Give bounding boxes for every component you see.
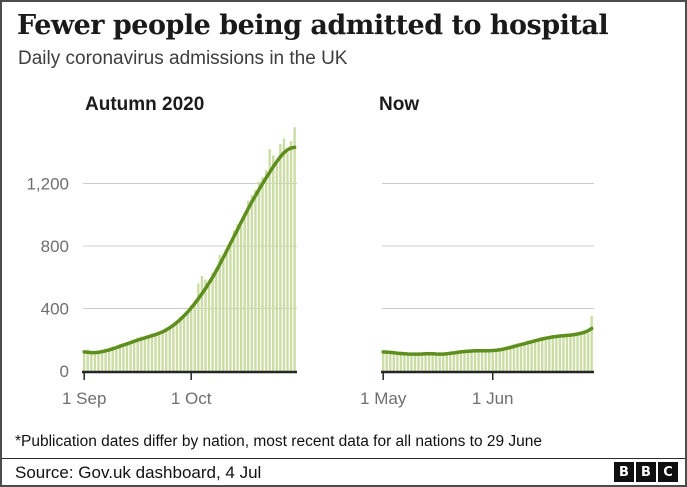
autumn-2020-chart: 1 Sep 1 Oct 0 400 800 1,200 (26, 127, 297, 408)
source-label: Source: Gov.uk dashboard, 4 Jul (15, 463, 262, 482)
now-chart: 1 May 1 Jun (360, 183, 594, 408)
source-divider (2, 458, 685, 459)
page-title: Fewer people being admitted to hospital (17, 10, 609, 41)
svg-text:1 Sep: 1 Sep (62, 389, 106, 408)
svg-text:1 Jun: 1 Jun (472, 389, 514, 408)
svg-text:800: 800 (41, 237, 69, 256)
bbc-logo-block: B (636, 462, 656, 482)
bbc-logo-block: B (614, 462, 634, 482)
bbc-logo: B B C (614, 462, 678, 482)
svg-text:1 Oct: 1 Oct (171, 389, 212, 408)
panel-title-now: Now (379, 94, 420, 115)
svg-text:1 May: 1 May (360, 389, 407, 408)
svg-text:0: 0 (60, 362, 69, 381)
page-subtitle: Daily coronavirus admissions in the UK (18, 48, 348, 69)
svg-text:1,200: 1,200 (26, 175, 69, 194)
svg-text:400: 400 (41, 300, 69, 319)
panel-title-autumn-2020: Autumn 2020 (85, 94, 205, 115)
bbc-logo-block: C (658, 462, 678, 482)
footnote-text: *Publication dates differ by nation, mos… (15, 433, 543, 450)
